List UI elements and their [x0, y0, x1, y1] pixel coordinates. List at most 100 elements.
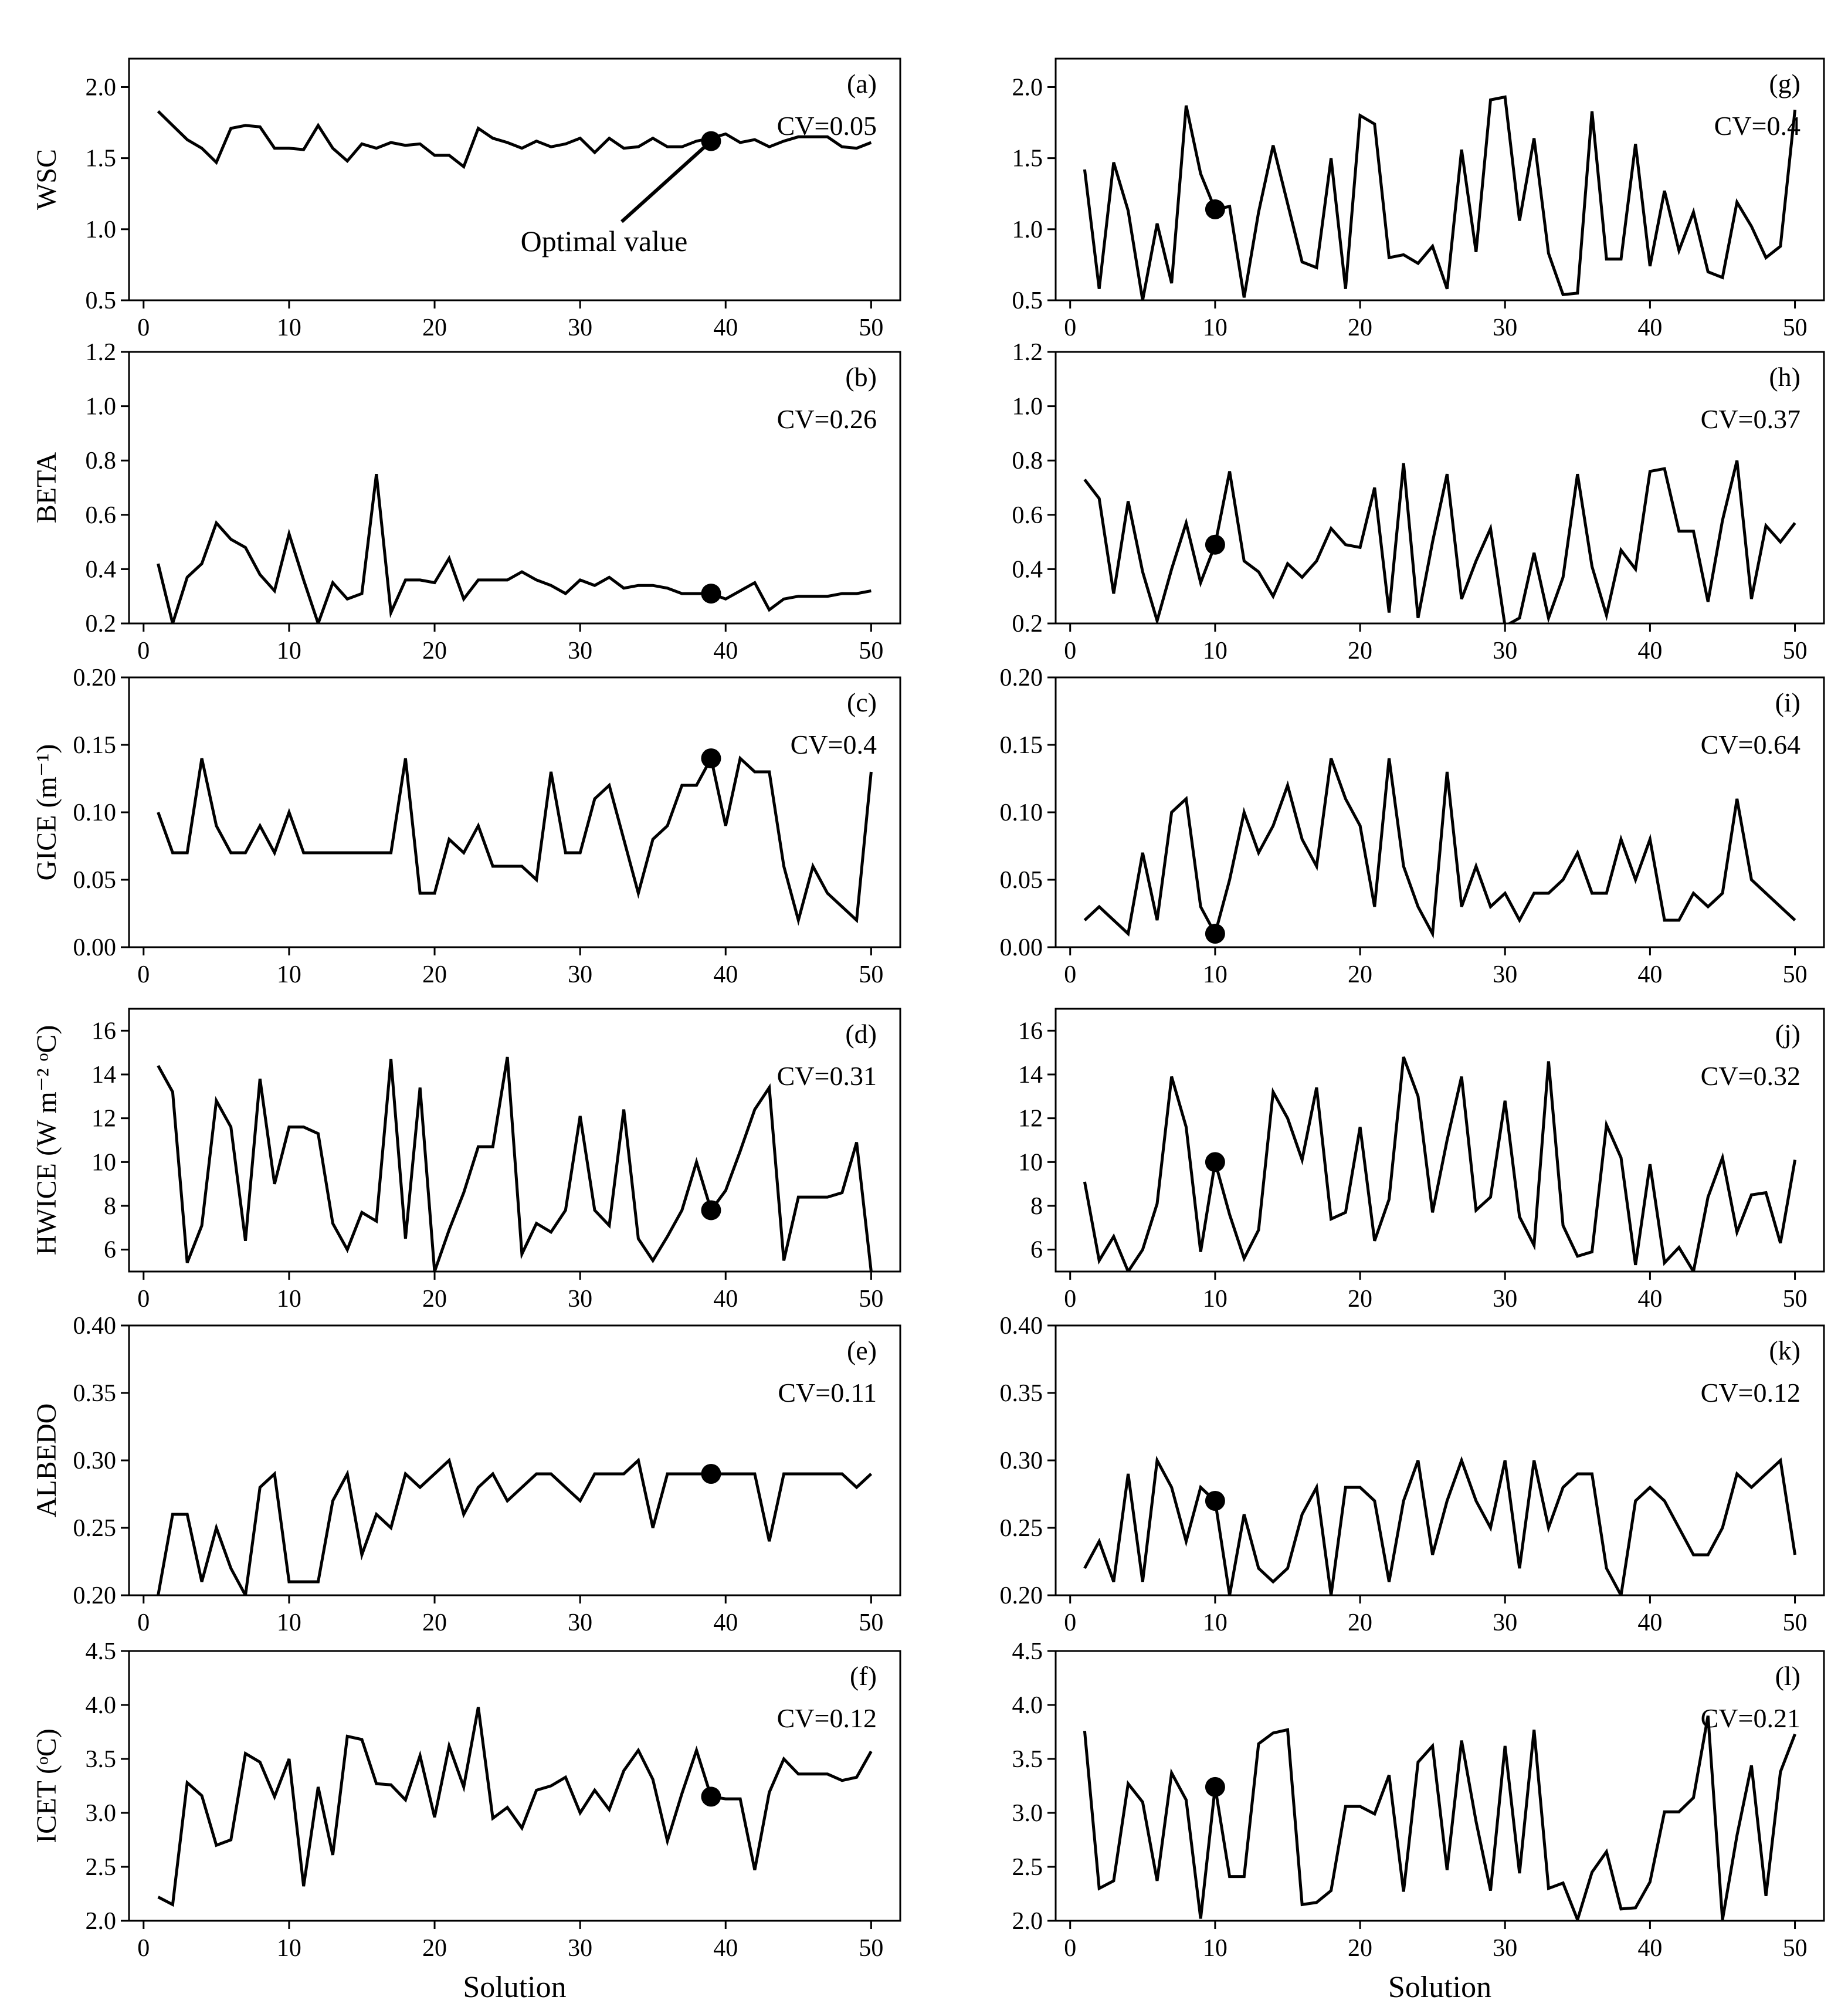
data-point	[724, 1798, 727, 1800]
data-point	[448, 154, 450, 157]
x-tick-label: 40	[713, 314, 738, 341]
data-point	[1402, 865, 1405, 867]
y-tick-label: 0.20	[73, 665, 117, 691]
data-point	[564, 1776, 567, 1778]
data-point	[652, 1778, 654, 1781]
data-point	[1779, 1459, 1782, 1462]
data-point	[1083, 1567, 1086, 1569]
y-tick-label: 1.0	[86, 216, 117, 243]
x-tick-label: 0	[1064, 314, 1076, 341]
series-line	[157, 1457, 873, 1595]
data-point	[331, 1500, 334, 1502]
data-point	[652, 584, 654, 586]
data-point	[841, 906, 843, 908]
data-point	[535, 140, 538, 143]
y-tick-label: 0.15	[73, 732, 117, 759]
data-point	[1693, 892, 1695, 894]
y-tick-label: 1.2	[86, 339, 117, 366]
data-point	[1344, 1805, 1347, 1808]
data-point	[1229, 1594, 1231, 1596]
data-point	[433, 1816, 436, 1818]
data-point	[346, 1249, 348, 1251]
data-point	[594, 584, 596, 586]
data-point	[812, 1196, 814, 1198]
series-line	[157, 473, 872, 623]
data-point	[856, 592, 858, 595]
data-point	[1475, 865, 1477, 867]
axes-frame	[128, 57, 901, 301]
data-point	[1533, 1244, 1535, 1246]
data-point	[783, 1473, 785, 1475]
data-point	[1663, 1500, 1666, 1502]
data-point	[1576, 1918, 1579, 1921]
x-tick-label: 20	[422, 314, 447, 341]
data-point	[1547, 617, 1549, 619]
y-tick-label: 6	[104, 1237, 116, 1264]
y-tick-label: 14	[91, 1062, 116, 1089]
data-point	[1721, 276, 1724, 279]
axes-frame	[128, 676, 901, 948]
data-point	[1402, 462, 1405, 465]
data-point	[1315, 266, 1318, 269]
cv-label: CV=0.12	[777, 1703, 877, 1733]
x-tick-label: 50	[859, 961, 883, 988]
data-point	[303, 1581, 305, 1583]
x-tick-label: 30	[568, 638, 592, 665]
data-point	[157, 1896, 160, 1898]
x-tick-label: 30	[1493, 638, 1517, 665]
data-point	[259, 574, 261, 576]
data-point	[768, 1791, 771, 1794]
data-point	[506, 1056, 508, 1058]
data-point	[404, 757, 406, 760]
data-point	[1576, 852, 1579, 854]
data-point	[1171, 1772, 1173, 1774]
data-point	[783, 598, 785, 600]
data-point	[331, 1854, 334, 1856]
data-point	[1388, 1198, 1390, 1201]
data-point	[797, 919, 799, 921]
y-tick-label: 8	[1030, 1193, 1043, 1220]
data-point	[1417, 906, 1419, 908]
data-point	[1199, 906, 1202, 908]
data-point	[1127, 933, 1130, 935]
cv-label: CV=0.05	[777, 111, 877, 141]
x-tick-label: 30	[1493, 1609, 1517, 1636]
data-point	[1156, 1202, 1158, 1205]
panel-f: 2.0 2.5 3.0 3.5 4.0 4.5 0 10 20 30 40 50 (f) CV=0.12 I…	[31, 1638, 901, 2004]
data-point	[841, 1779, 843, 1782]
data-point	[754, 138, 756, 141]
x-tick-label: 50	[859, 1935, 883, 1962]
data-point	[608, 576, 611, 578]
data-point	[1490, 1527, 1492, 1529]
data-point	[681, 592, 683, 595]
panel-tag: (d)	[845, 1019, 877, 1049]
data-point	[361, 1211, 363, 1213]
y-tick-label: 12	[1018, 1106, 1043, 1133]
data-point	[230, 1126, 232, 1128]
data-point	[1518, 919, 1521, 921]
y-tick-label: 4.0	[1012, 1692, 1043, 1719]
data-point	[404, 579, 406, 581]
x-tick-label: 20	[422, 961, 447, 988]
data-point	[1388, 1774, 1390, 1777]
y-tick-label: 0.15	[1000, 732, 1043, 759]
data-point	[652, 1259, 654, 1262]
data-point	[404, 1238, 406, 1240]
data-point	[1678, 249, 1680, 252]
data-point	[1098, 497, 1100, 500]
panel-tag: (k)	[1769, 1335, 1800, 1365]
x-tick-label: 10	[277, 1935, 301, 1962]
data-point	[1446, 1500, 1448, 1502]
data-point	[1315, 560, 1318, 562]
data-point	[506, 1500, 508, 1502]
data-point	[1490, 527, 1492, 530]
data-point	[870, 589, 872, 592]
data-point	[579, 1115, 581, 1117]
data-point	[259, 1077, 261, 1080]
data-point	[1649, 470, 1651, 473]
data-point	[1156, 1459, 1158, 1462]
y-tick-label: 0.5	[86, 287, 117, 314]
data-point	[419, 1086, 421, 1089]
data-point	[1576, 1255, 1579, 1257]
optimal-marker	[701, 1786, 721, 1807]
